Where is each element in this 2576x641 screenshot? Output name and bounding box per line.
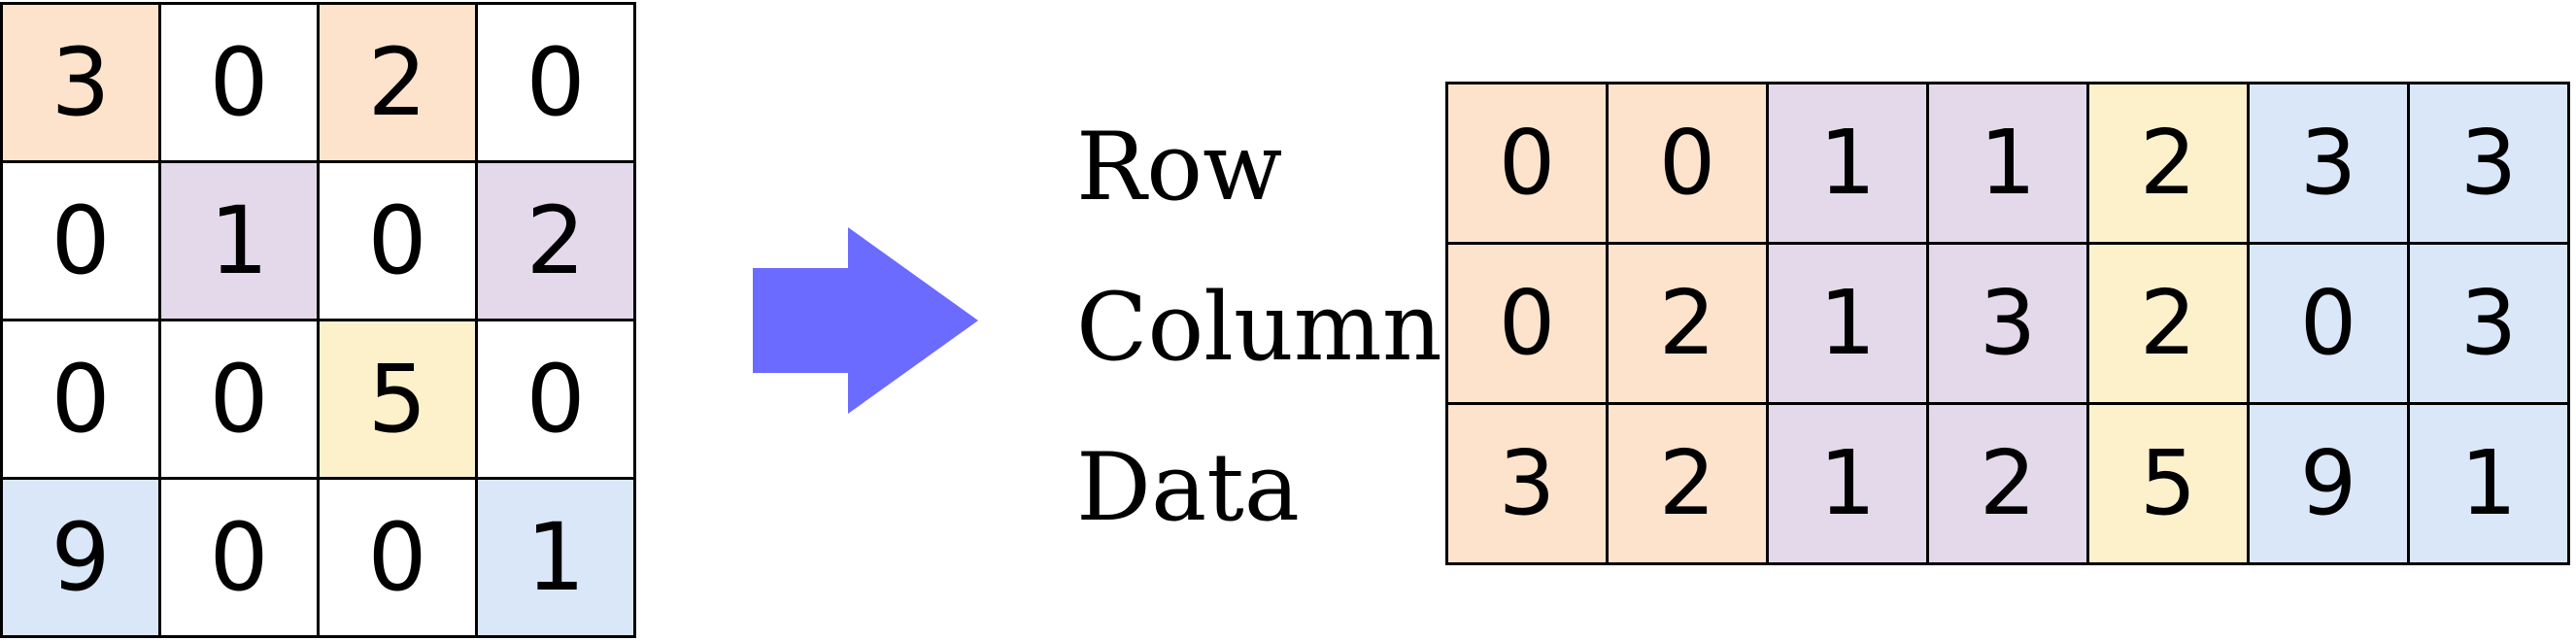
column-index-cell: 3 (2410, 245, 2570, 405)
matrix-cell: 0 (320, 480, 478, 638)
data-label: Data (1076, 433, 1301, 542)
matrix-cell: 0 (478, 5, 636, 163)
column-index-cell: 1 (1769, 245, 1929, 405)
data-value-cell: 2 (1929, 405, 2089, 565)
matrix-cell: 3 (3, 5, 161, 163)
row-index-cell: 1 (1769, 84, 1929, 245)
column-index-cell: 0 (2250, 245, 2410, 405)
matrix-cell: 0 (161, 5, 320, 163)
matrix-cell: 0 (161, 321, 320, 480)
sparse-matrix-grid: 3 0 2 0 0 1 0 2 0 0 5 0 9 0 0 1 (0, 2, 636, 638)
matrix-cell: 0 (320, 163, 478, 321)
column-index-cell: 3 (1929, 245, 2089, 405)
row-label: Row (1076, 113, 1283, 221)
matrix-cell: 0 (3, 321, 161, 480)
column-label: Column (1076, 273, 1442, 382)
row-index-cell: 3 (2410, 84, 2570, 245)
data-value-cell: 5 (2089, 405, 2250, 565)
matrix-cell: 2 (478, 163, 636, 321)
coordinate-table: 0 0 1 1 2 3 3 0 2 1 3 2 0 3 3 2 1 2 5 9 … (1445, 82, 2570, 565)
data-value-cell: 1 (1769, 405, 1929, 565)
matrix-cell: 5 (320, 321, 478, 480)
row-index-cell: 3 (2250, 84, 2410, 245)
right-arrow-icon (753, 227, 978, 414)
matrix-cell: 1 (478, 480, 636, 638)
matrix-cell: 0 (478, 321, 636, 480)
row-index-cell: 1 (1929, 84, 2089, 245)
row-index-cell: 0 (1448, 84, 1609, 245)
data-value-cell: 9 (2250, 405, 2410, 565)
column-index-cell: 0 (1448, 245, 1609, 405)
column-index-cell: 2 (2089, 245, 2250, 405)
data-value-cell: 1 (2410, 405, 2570, 565)
row-index-cell: 2 (2089, 84, 2250, 245)
data-value-cell: 2 (1609, 405, 1769, 565)
matrix-cell: 2 (320, 5, 478, 163)
column-index-cell: 2 (1609, 245, 1769, 405)
matrix-cell: 0 (3, 163, 161, 321)
matrix-cell: 0 (161, 480, 320, 638)
data-value-cell: 3 (1448, 405, 1609, 565)
row-index-cell: 0 (1609, 84, 1769, 245)
matrix-cell: 1 (161, 163, 320, 321)
matrix-cell: 9 (3, 480, 161, 638)
